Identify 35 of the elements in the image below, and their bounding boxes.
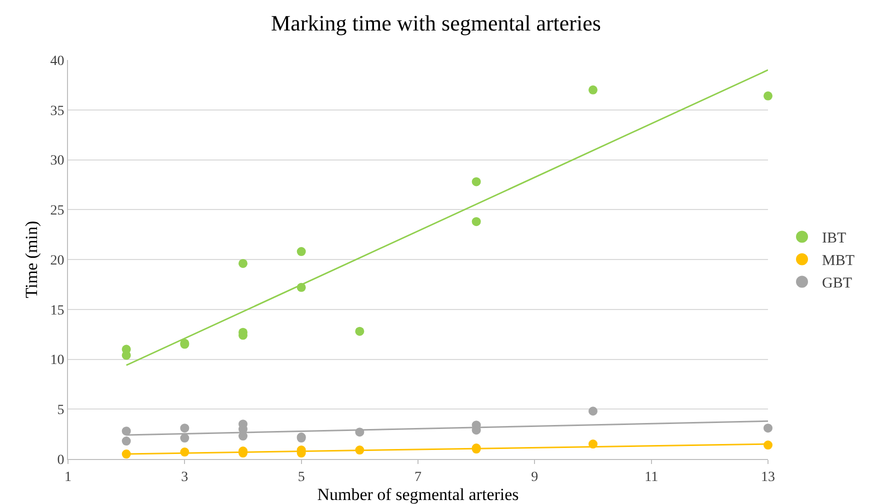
x-tick-label: 3: [181, 470, 188, 485]
point: [355, 326, 364, 336]
legend-label: IBT: [822, 230, 846, 247]
point: [238, 258, 248, 268]
point: [764, 91, 772, 100]
y-tick-label: 30: [50, 154, 64, 169]
point: [180, 434, 190, 443]
legend-label: MBT: [822, 253, 855, 270]
x-tick-label: 11: [644, 470, 658, 485]
legend-label: GBT: [822, 276, 852, 292]
x-tick-label: 7: [414, 470, 422, 485]
y-tick-label: 20: [50, 253, 64, 268]
x-tick-label: 5: [298, 470, 305, 485]
point: [588, 85, 598, 94]
point: [588, 406, 598, 416]
x-tick-label: 9: [531, 470, 538, 485]
y-axis-title: Time (min): [22, 220, 41, 298]
point: [764, 424, 772, 433]
x-tick-label: 13: [761, 470, 775, 485]
point: [122, 426, 131, 436]
y-tick-label: 40: [50, 54, 64, 69]
y-tick-label: 5: [57, 403, 64, 418]
y-tick-label: 35: [50, 104, 64, 119]
x-axis-title: Number of segmental arteries: [317, 485, 519, 504]
chart-title: Marking time with segmental arteries: [271, 10, 601, 36]
point: [122, 436, 131, 446]
y-tick-label: 25: [50, 204, 64, 219]
y-tick-label: 15: [50, 303, 64, 318]
y-tick-label: 10: [50, 353, 64, 368]
point: [180, 424, 190, 433]
point: [472, 177, 481, 186]
point: [296, 247, 306, 256]
x-tick-label: 1: [64, 470, 72, 485]
y-tick-label: 0: [57, 452, 64, 468]
point: [472, 217, 481, 226]
